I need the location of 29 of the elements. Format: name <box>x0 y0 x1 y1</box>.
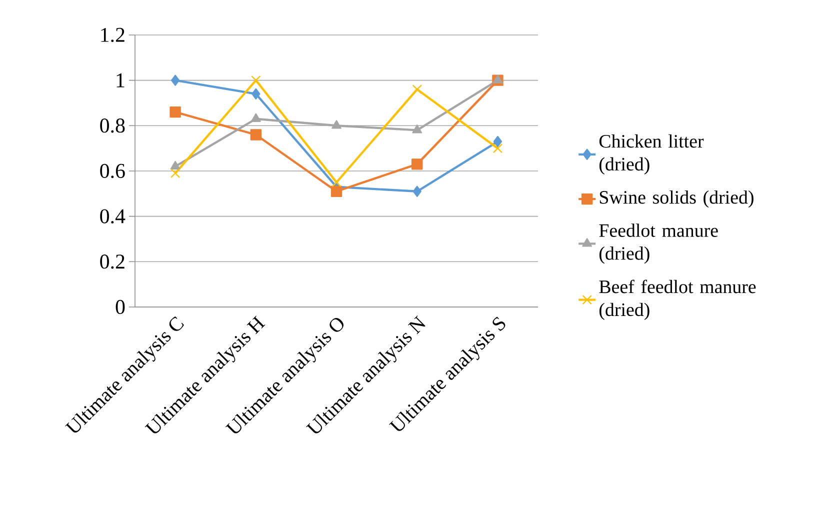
point <box>250 113 261 122</box>
point <box>412 84 422 94</box>
point <box>170 168 180 178</box>
point <box>252 88 260 100</box>
y-tick-label: 0.8 <box>100 118 125 133</box>
y-tick-label: 0 <box>116 300 125 314</box>
point <box>330 186 342 197</box>
point <box>251 75 261 86</box>
y-tick-label: 1.2 <box>101 28 124 42</box>
legend-label: Beef feedlot manure (dried) <box>599 280 756 320</box>
point <box>250 129 262 140</box>
y-tick-label: 0.4 <box>100 209 126 224</box>
point <box>412 158 423 170</box>
legend-label: Chicken litter (dried) <box>599 134 704 174</box>
point <box>332 177 342 188</box>
point <box>493 136 502 148</box>
point <box>170 106 181 118</box>
y-tick-label: 1 <box>116 73 124 88</box>
point <box>492 143 503 154</box>
point <box>492 74 503 84</box>
point <box>170 74 180 86</box>
point <box>412 186 422 197</box>
point <box>170 160 180 170</box>
point <box>332 120 342 129</box>
legend-label: Swine solids (dried) <box>600 190 754 208</box>
point <box>412 124 422 134</box>
y-tick-label: 0.6 <box>100 164 125 178</box>
y-tick-label: 0.2 <box>100 254 124 269</box>
legend-label: Feedlot manure (dried) <box>599 224 718 264</box>
